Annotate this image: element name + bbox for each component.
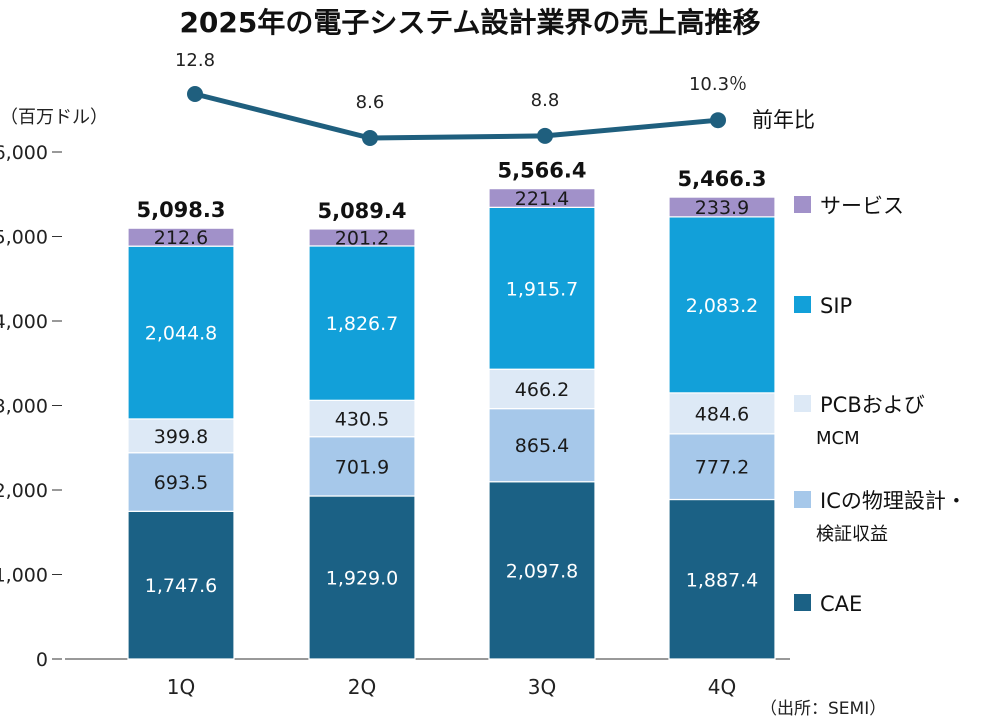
bar-segment — [488, 368, 596, 410]
x-tick-label: 4Q — [708, 675, 736, 699]
legend-swatch — [794, 594, 811, 611]
segment-value-label: 701.9 — [335, 456, 389, 478]
x-tick-label: 3Q — [528, 675, 556, 699]
bar-stack-2Q: 1,929.0 701.9 430.5 1,826.7 201.2 — [308, 227, 416, 660]
bar-segment — [488, 206, 596, 370]
legend-swatch — [794, 296, 811, 313]
total-labels: 5,098.3 5,089.4 5,566.4 5,466.3 — [136, 159, 766, 223]
y-tick-label: 6,000 — [0, 142, 48, 164]
bar-segment — [127, 510, 235, 660]
segment-value-label: 466.2 — [515, 379, 569, 401]
bar-stack-1Q: 1,747.6 693.5 399.8 2,044.8 212.6 — [127, 227, 235, 660]
y-tick-label: 0 — [36, 649, 48, 671]
growth-value-label: 8.6 — [356, 92, 385, 113]
y-tick-label: 2,000 — [0, 480, 48, 502]
legend-label: MCM — [816, 428, 860, 449]
legend-label: PCBおよび — [820, 393, 925, 417]
legend-label: サービス — [820, 194, 904, 218]
growth-line-path — [194, 91, 719, 141]
x-axis: 1Q 2Q 3Q 4Q — [167, 675, 736, 699]
total-value-label: 5,466.3 — [677, 167, 766, 191]
growth-value-label: 10.3％ — [689, 74, 747, 95]
growth-point — [537, 127, 553, 144]
bar-segment — [668, 433, 776, 501]
total-value-label: 5,566.4 — [497, 159, 586, 183]
bar-segment — [668, 196, 776, 218]
growth-point — [187, 86, 203, 102]
bar-segment — [668, 498, 776, 660]
bar-segment — [127, 227, 235, 247]
segment-value-label: 1,915.7 — [506, 278, 579, 300]
bar-segment — [127, 418, 235, 454]
y-axis-unit-label: （百万ドル） — [0, 107, 108, 128]
bar-stack-3Q: 2,097.8 865.4 466.2 1,915.7 221.4 — [488, 188, 596, 660]
bar-segment — [308, 228, 416, 247]
legend-label: CAE — [820, 592, 862, 616]
y-axis: 0 1,000 2,000 3,000 4,000 5,000 6,000 — [0, 142, 62, 671]
bar-segment — [308, 495, 416, 660]
segment-value-label: 693.5 — [154, 472, 208, 494]
growth-value-label: 12.8 — [175, 50, 215, 71]
growth-value-label: 8.8 — [531, 90, 560, 111]
bar-segment — [127, 245, 235, 420]
segment-value-label: 399.8 — [154, 426, 208, 448]
segment-value-label: 201.2 — [335, 227, 389, 249]
chart-title: 2025年の電子システム設計業界の売上高推移 — [179, 6, 760, 39]
segment-value-label: 1,826.7 — [326, 313, 399, 335]
bar-stacks: 1,747.6 693.5 399.8 2,044.8 212.6 1,929.0 701.… — [127, 188, 776, 660]
y-tick-label: 3,000 — [0, 396, 48, 418]
segment-value-label: 2,083.2 — [686, 295, 759, 317]
source-note: （出所：SEMI） — [760, 699, 886, 719]
segment-value-label: 777.2 — [695, 457, 749, 479]
bar-segment — [488, 408, 596, 483]
bar-segment — [488, 188, 596, 208]
segment-value-label: 2,044.8 — [145, 323, 218, 345]
segment-value-label: 865.4 — [515, 435, 569, 457]
total-value-label: 5,089.4 — [317, 199, 406, 223]
bar-stack-4Q: 1,887.4 777.2 484.6 2,083.2 233.9 — [668, 196, 776, 660]
legend-label: 検証収益 — [816, 524, 888, 545]
segment-value-label: 430.5 — [335, 409, 389, 431]
x-tick-label: 2Q — [348, 675, 376, 699]
segment-value-label: 1,929.0 — [326, 567, 399, 589]
bar-segment — [668, 216, 776, 394]
bar-segment — [488, 481, 596, 660]
growth-series-label: 前年比 — [752, 108, 815, 132]
legend-swatch — [794, 491, 811, 508]
segment-value-label: 1,887.4 — [686, 569, 759, 591]
bar-segment — [668, 392, 776, 435]
legend-label: ICの物理設計・ — [820, 489, 967, 513]
bar-segment — [127, 452, 235, 512]
y-tick-label: 5,000 — [0, 227, 48, 249]
bar-segment — [308, 245, 416, 401]
growth-line: 12.8 8.6 8.8 10.3％前年比 — [175, 50, 815, 146]
y-tick-label: 1,000 — [0, 565, 48, 587]
total-value-label: 5,098.3 — [136, 198, 225, 222]
x-tick-label: 1Q — [167, 675, 195, 699]
segment-value-label: 1,747.6 — [145, 575, 218, 597]
legend-label: SIP — [820, 294, 852, 318]
segment-value-label: 484.6 — [695, 403, 749, 425]
legend-swatch — [794, 395, 811, 412]
segment-value-label: 212.6 — [154, 227, 208, 249]
legend: CAE ICの物理設計・検証収益 PCBおよび MCM SIP サービス — [794, 194, 967, 616]
segment-value-label: 221.4 — [515, 188, 569, 210]
legend-swatch — [794, 196, 811, 213]
growth-point — [710, 112, 726, 129]
y-tick-label: 4,000 — [0, 311, 48, 333]
segment-value-label: 2,097.8 — [506, 560, 579, 582]
segment-value-label: 233.9 — [695, 197, 749, 219]
growth-point — [362, 130, 378, 146]
